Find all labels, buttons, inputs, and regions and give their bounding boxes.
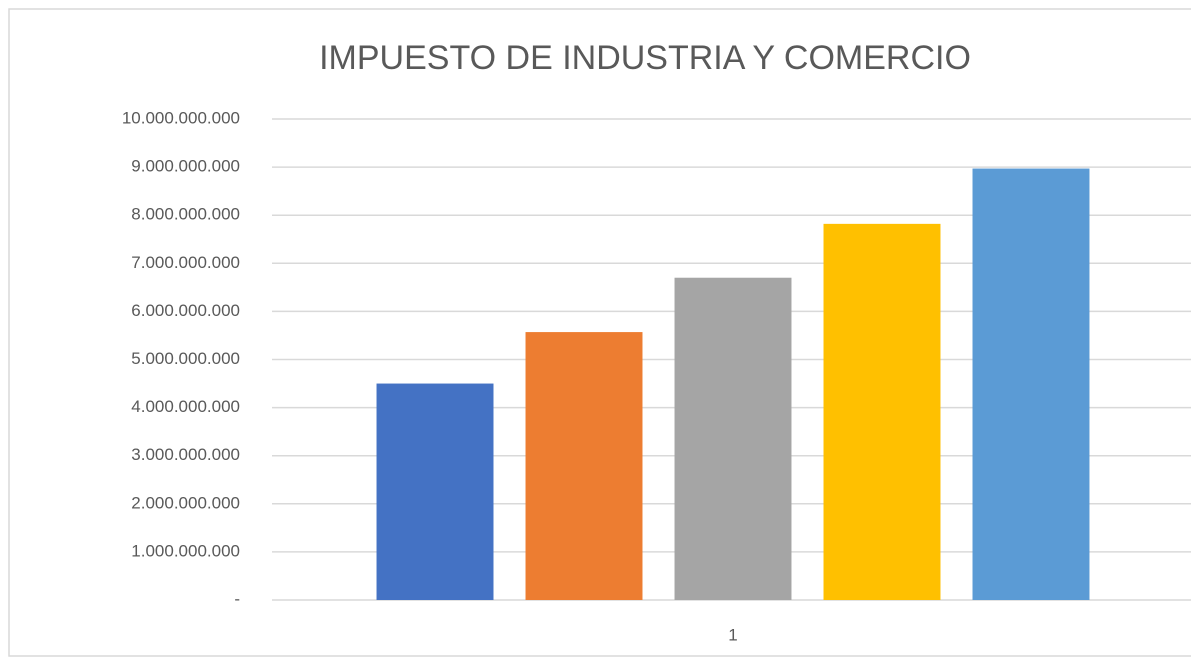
chart-title: IMPUESTO DE INDUSTRIA Y COMERCIO (319, 39, 971, 77)
bar (376, 383, 494, 600)
chart-border (8, 8, 1191, 657)
y-tick-label: 3.000.000.000 (131, 445, 240, 464)
y-tick-label: 2.000.000.000 (131, 493, 240, 512)
x-tick-label: 1 (728, 625, 737, 644)
bar (525, 332, 643, 600)
y-tick-label: 6.000.000.000 (131, 301, 240, 320)
bar (674, 277, 792, 600)
y-tick-label: 9.000.000.000 (131, 157, 240, 176)
y-tick-label: 10.000.000.000 (122, 108, 240, 127)
y-tick-label: 5.000.000.000 (131, 349, 240, 368)
y-tick-label: - (234, 589, 240, 608)
bar (972, 168, 1090, 600)
y-tick-label: 7.000.000.000 (131, 253, 240, 272)
y-tick-label: 1.000.000.000 (131, 541, 240, 560)
bar (823, 223, 941, 600)
y-tick-label: 8.000.000.000 (131, 205, 240, 224)
y-tick-label: 4.000.000.000 (131, 397, 240, 416)
